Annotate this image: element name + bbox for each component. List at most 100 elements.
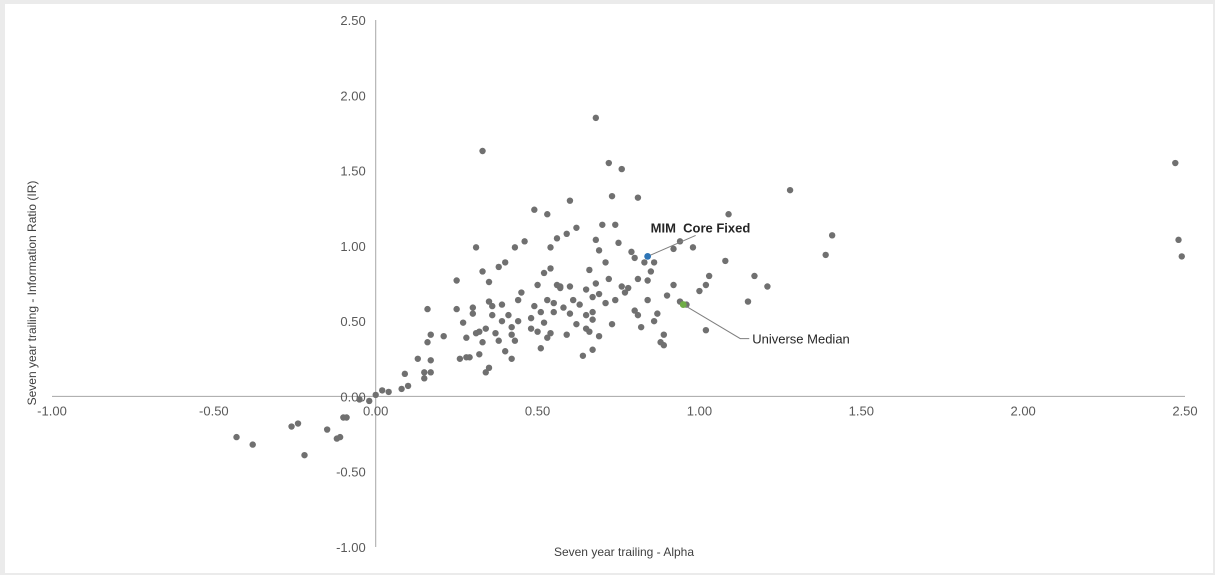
data-point [566,310,574,317]
data-point [589,293,596,301]
data-point [540,269,548,277]
data-point [650,317,658,325]
data-point [336,433,344,441]
data-point [592,114,600,122]
data-point [495,263,502,271]
data-point [605,159,612,167]
data-point [573,320,580,328]
data-point [427,357,434,364]
y-tick-label: -0.50 [336,465,366,480]
data-point [586,328,593,335]
data-point [476,351,483,358]
data-point [366,397,373,405]
data-point [644,277,651,284]
data-point [469,310,477,317]
data-point [1178,253,1185,260]
data-point [586,266,593,274]
data-point [828,232,836,239]
y-tick-label: 1.50 [340,164,365,179]
data-point [764,283,771,290]
data-point [566,283,574,290]
data-point [582,311,590,319]
axes: -1.00 -0.50 0.00 0.50 1.00 1.50 2.00 2.50 2.50 2.… [37,13,1197,555]
data-point [608,192,616,200]
data-point [440,333,447,340]
data-point [479,268,486,275]
data-point [670,245,677,253]
data-point [401,370,409,378]
data-point [540,319,548,326]
data-point [550,308,557,316]
data-point [518,289,525,296]
data-point [696,287,703,295]
data-point [514,317,522,325]
data-point [527,314,535,322]
data-point [537,308,545,316]
data-point [534,281,541,289]
data-point [466,354,473,361]
y-tick-label: 2.00 [340,88,365,103]
data-point [453,305,460,313]
data-point [521,238,528,245]
data-point [482,325,489,332]
data-point [647,268,655,275]
data-point [472,244,480,251]
data-point [385,388,392,396]
data-point [1172,159,1179,167]
data-point [544,211,551,218]
chart-frame: -1.00 -0.50 0.00 0.50 1.00 1.50 2.00 2.50 2.50 2.… [5,4,1213,573]
data-point [508,355,515,362]
y-tick-label: 0.50 [340,314,365,329]
data-point [544,296,551,304]
data-point [557,283,564,290]
data-point [502,259,509,266]
data-point [751,272,758,280]
data-point [589,346,596,353]
data-point [637,323,645,331]
data-point [459,319,467,326]
data-point [421,369,428,376]
data-point [592,280,600,287]
data-point [414,355,421,362]
data-point [511,337,519,344]
data-point [660,342,668,349]
data-point [492,329,499,337]
data-point [553,235,561,242]
data-point [592,236,600,244]
data-point [356,396,363,403]
data-point [456,355,464,362]
data-point [531,302,538,310]
data-point [301,451,308,459]
data-point [612,221,619,228]
x-tick-label: 1.00 [687,403,712,418]
data-point [514,296,522,304]
data-point [634,311,642,319]
mim-leader-line [647,234,696,257]
data-point [498,301,506,308]
data-point [489,311,496,319]
data-point [663,292,671,299]
data-point [550,299,557,307]
data-point [573,224,580,231]
data-point [660,331,668,338]
universe-median-point [679,301,687,308]
data-point [498,317,506,325]
mim-core-fixed-point [644,252,652,260]
data-point [424,305,431,313]
data-point [249,441,256,448]
data-point [537,345,545,352]
data-point [654,310,661,317]
data-point [469,304,477,311]
data-point [527,325,535,332]
data-point [453,277,460,284]
scatter-chart: -1.00 -0.50 0.00 0.50 1.00 1.50 2.00 2.50 2.50 2.… [25,13,1198,559]
x-tick-label: 2.00 [1010,403,1035,418]
data-point [744,298,752,305]
data-point [505,311,512,319]
data-point [544,334,551,341]
data-point [479,147,486,155]
data-point [476,328,483,335]
data-point [725,211,732,218]
data-point [705,272,713,280]
data-point [560,304,567,311]
